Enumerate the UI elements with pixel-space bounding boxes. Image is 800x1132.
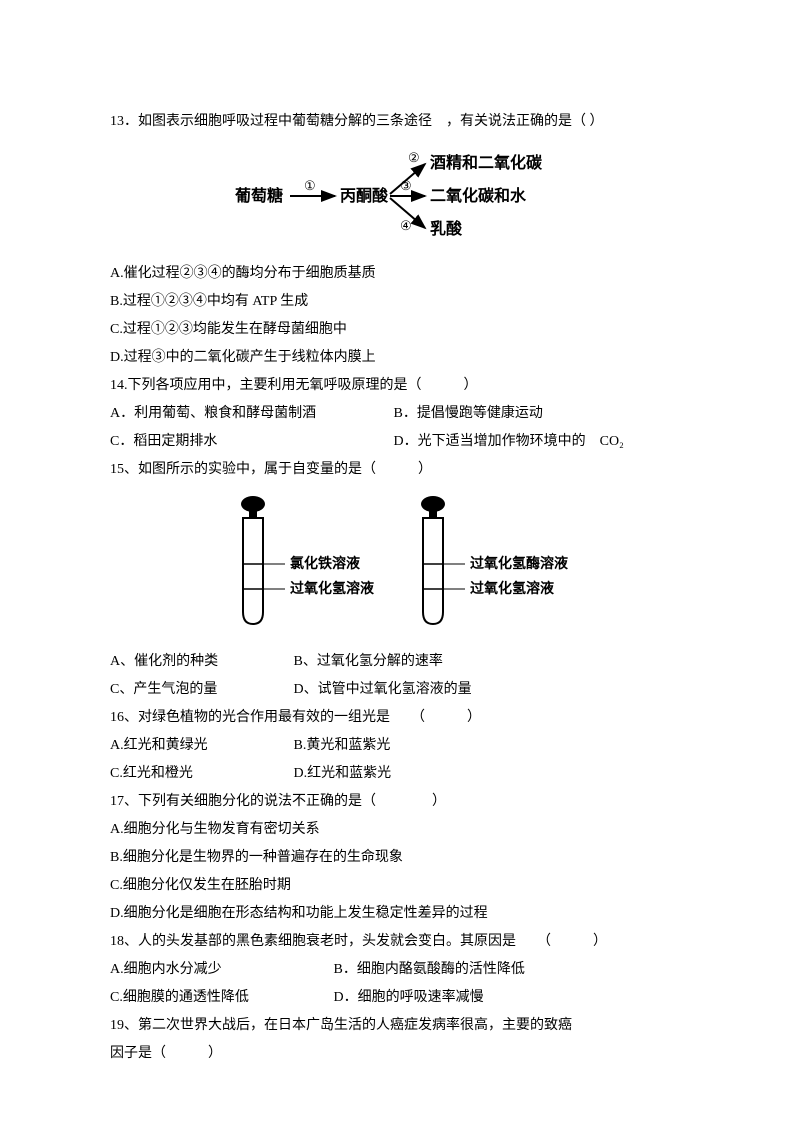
d15-l2: 过氧化氢溶液 [290, 580, 375, 597]
d13-r3: 乳酸 [430, 219, 463, 238]
d13-r2: 二氧化碳和水 [430, 186, 527, 205]
q15-stem: 15、如图所示的实验中，属于自变量的是（ ） [110, 456, 690, 484]
q14-D: D．光下适当增加作物环境中的 CO₂ [394, 434, 624, 449]
q15-D: D、试管中过氧化氢溶液的量 [294, 682, 472, 697]
q19-stem2: 因子是（ ） [110, 1040, 690, 1068]
d15-l3: 过氧化氢酶溶液 [470, 555, 569, 572]
d13-n4: ④ [400, 218, 412, 233]
d13-left: 葡萄糖 [234, 186, 283, 205]
q18-B: B．细胞内酪氨酸酶的活性降低 [334, 962, 525, 977]
q14-A: A．利用葡萄、粮食和酵母菌制酒 [110, 400, 390, 428]
d15-l1: 氯化铁溶液 [290, 555, 361, 572]
q13-D: D.过程③中的二氧化碳产生于线粒体内膜上 [110, 344, 690, 372]
q13-B: B.过程①②③④中均有 ATP 生成 [110, 288, 690, 316]
q15-C: C、产生气泡的量 [110, 676, 290, 704]
d13-r1: 酒精和二氧化碳 [430, 153, 543, 172]
q14-B: B．提倡慢跑等健康运动 [394, 406, 543, 421]
q16-A: A.红光和黄绿光 [110, 732, 290, 760]
q18-row2: C.细胞膜的通透性降低 D．细胞的呼吸速率减慢 [110, 984, 690, 1012]
q18-stem: 18、人的头发基部的黑色素细胞衰老时，头发就会变白。其原因是 （ ） [110, 928, 690, 956]
q16-stem: 16、对绿色植物的光合作用最有效的一组光是 （ ） [110, 704, 690, 732]
q16-C: C.红光和橙光 [110, 760, 290, 788]
q13-C: C.过程①②③均能发生在酵母菌细胞中 [110, 316, 690, 344]
q15-row1: A、催化剂的种类 B、过氧化氢分解的速率 [110, 648, 690, 676]
exam-page: 13．如图表示细胞呼吸过程中葡萄糖分解的三条途径 ，有关说法正确的是（ ） 葡萄… [0, 0, 800, 1132]
d13-n1: ① [304, 178, 316, 193]
q15-B: B、过氧化氢分解的速率 [294, 654, 443, 669]
q18-D: D．细胞的呼吸速率减慢 [334, 990, 484, 1005]
q18-A: A.细胞内水分减少 [110, 956, 330, 984]
q13-diagram: 葡萄糖 ① 丙酮酸 ② 酒精和二氧化碳 ③ 二氧化碳和水 ④ 乳酸 [110, 146, 690, 246]
d15-l4: 过氧化氢溶液 [470, 580, 555, 597]
q17-C: C.细胞分化仅发生在胚胎时期 [110, 872, 690, 900]
q17-D: D.细胞分化是细胞在形态结构和功能上发生稳定性差异的过程 [110, 900, 690, 928]
q17-A: A.细胞分化与生物发育有密切关系 [110, 816, 690, 844]
q14-stem: 14.下列各项应用中，主要利用无氧呼吸原理的是（ ） [110, 372, 690, 400]
d13-n2: ② [408, 150, 420, 165]
q16-B: B.黄光和蓝紫光 [294, 738, 391, 753]
q18-row1: A.细胞内水分减少 B．细胞内酪氨酸酶的活性降低 [110, 956, 690, 984]
q19-stem1: 19、第二次世界大战后，在日本广岛生活的人癌症发病率很高，主要的致癌 [110, 1012, 690, 1040]
q17-stem: 17、下列有关细胞分化的说法不正确的是（ ） [110, 788, 690, 816]
q13-stem: 13．如图表示细胞呼吸过程中葡萄糖分解的三条途径 ，有关说法正确的是（ ） [110, 108, 690, 136]
q14-row2: C．稻田定期排水 D．光下适当增加作物环境中的 CO₂ [110, 428, 690, 456]
q15-diagram: 氯化铁溶液 过氧化氢溶液 过氧化氢酶溶液 过氧化氢溶液 [110, 494, 690, 634]
q15-row2: C、产生气泡的量 D、试管中过氧化氢溶液的量 [110, 676, 690, 704]
q17-B: B.细胞分化是生物界的一种普遍存在的生命现象 [110, 844, 690, 872]
q16-D: D.红光和蓝紫光 [294, 766, 392, 781]
q16-row2: C.红光和橙光 D.红光和蓝紫光 [110, 760, 690, 788]
q14-row1: A．利用葡萄、粮食和酵母菌制酒 B．提倡慢跑等健康运动 [110, 400, 690, 428]
q16-row1: A.红光和黄绿光 B.黄光和蓝紫光 [110, 732, 690, 760]
q13-A: A.催化过程②③④的酶均分布于细胞质基质 [110, 260, 690, 288]
d13-mid: 丙酮酸 [340, 186, 389, 205]
d13-n3: ③ [400, 178, 412, 193]
q14-C: C．稻田定期排水 [110, 428, 390, 456]
q15-A: A、催化剂的种类 [110, 648, 290, 676]
q18-C: C.细胞膜的通透性降低 [110, 984, 330, 1012]
